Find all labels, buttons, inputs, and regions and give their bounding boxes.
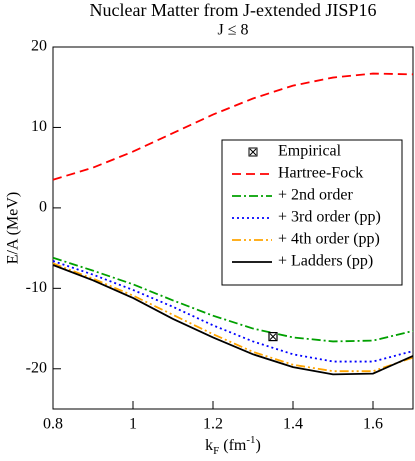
x-label-part: k xyxy=(205,437,213,454)
y-tick-label: -10 xyxy=(26,279,47,296)
y-axis-label: E/A (MeV) xyxy=(5,192,22,264)
legend-marker-cross xyxy=(249,148,257,156)
empirical-point-cross xyxy=(269,333,277,340)
x-axis-label: kF (fm-1) xyxy=(205,434,261,457)
x-tick-label: 1.2 xyxy=(203,416,223,433)
series-line xyxy=(52,256,414,343)
legend-label: + 4th order (pp) xyxy=(278,231,380,248)
x-label-sub: F xyxy=(213,445,219,457)
legend-label: + Ladders (pp) xyxy=(278,253,373,270)
x-tick-label: 0.8 xyxy=(43,416,63,433)
x-label-part: (fm xyxy=(219,437,247,454)
x-tick-label: 1 xyxy=(129,416,137,433)
plot-frame xyxy=(52,46,414,410)
legend-box xyxy=(221,139,403,286)
legend-label: Empirical xyxy=(278,143,342,160)
x-label-sup: -1 xyxy=(246,434,255,446)
y-tick-label: -20 xyxy=(26,359,47,376)
chart-title: Nuclear Matter from J-extended JISP16 xyxy=(90,0,377,20)
y-tick-label: 20 xyxy=(31,38,47,55)
x-tick-label: 1.4 xyxy=(283,416,303,433)
legend-label: Hartree-Fock xyxy=(278,165,363,182)
x-label-part: ) xyxy=(256,437,261,454)
legend-label: + 3rd order (pp) xyxy=(278,209,381,226)
series-line xyxy=(52,264,414,376)
series-line xyxy=(52,262,414,373)
legend-label: + 2nd order xyxy=(278,187,353,204)
series-line xyxy=(52,72,414,181)
chart-subtitle: J ≤ 8 xyxy=(217,22,248,39)
x-tick-label: 1.6 xyxy=(363,416,383,433)
y-tick-label: 10 xyxy=(31,118,47,135)
y-tick-label: 0 xyxy=(39,199,47,216)
